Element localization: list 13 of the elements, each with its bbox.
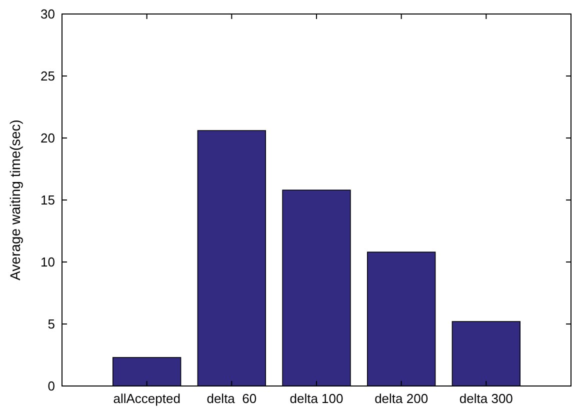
y-tick-label: 0 (48, 378, 55, 394)
x-tick-label: delta 60 (206, 391, 257, 406)
y-tick-label: 25 (40, 68, 55, 84)
x-tick-label: delta 200 (374, 391, 428, 406)
y-tick-label: 15 (40, 192, 55, 208)
y-axis-title: Average waiting time(sec) (7, 120, 23, 280)
y-tick-label: 20 (40, 130, 55, 146)
x-tick-label: allAccepted (113, 391, 180, 406)
x-tick-label: delta 100 (290, 391, 344, 406)
y-tick-label: 10 (40, 254, 55, 270)
x-tick-label: delta 300 (459, 391, 513, 406)
y-tick-label: 5 (48, 316, 55, 332)
y-tick-label: 30 (40, 6, 55, 22)
